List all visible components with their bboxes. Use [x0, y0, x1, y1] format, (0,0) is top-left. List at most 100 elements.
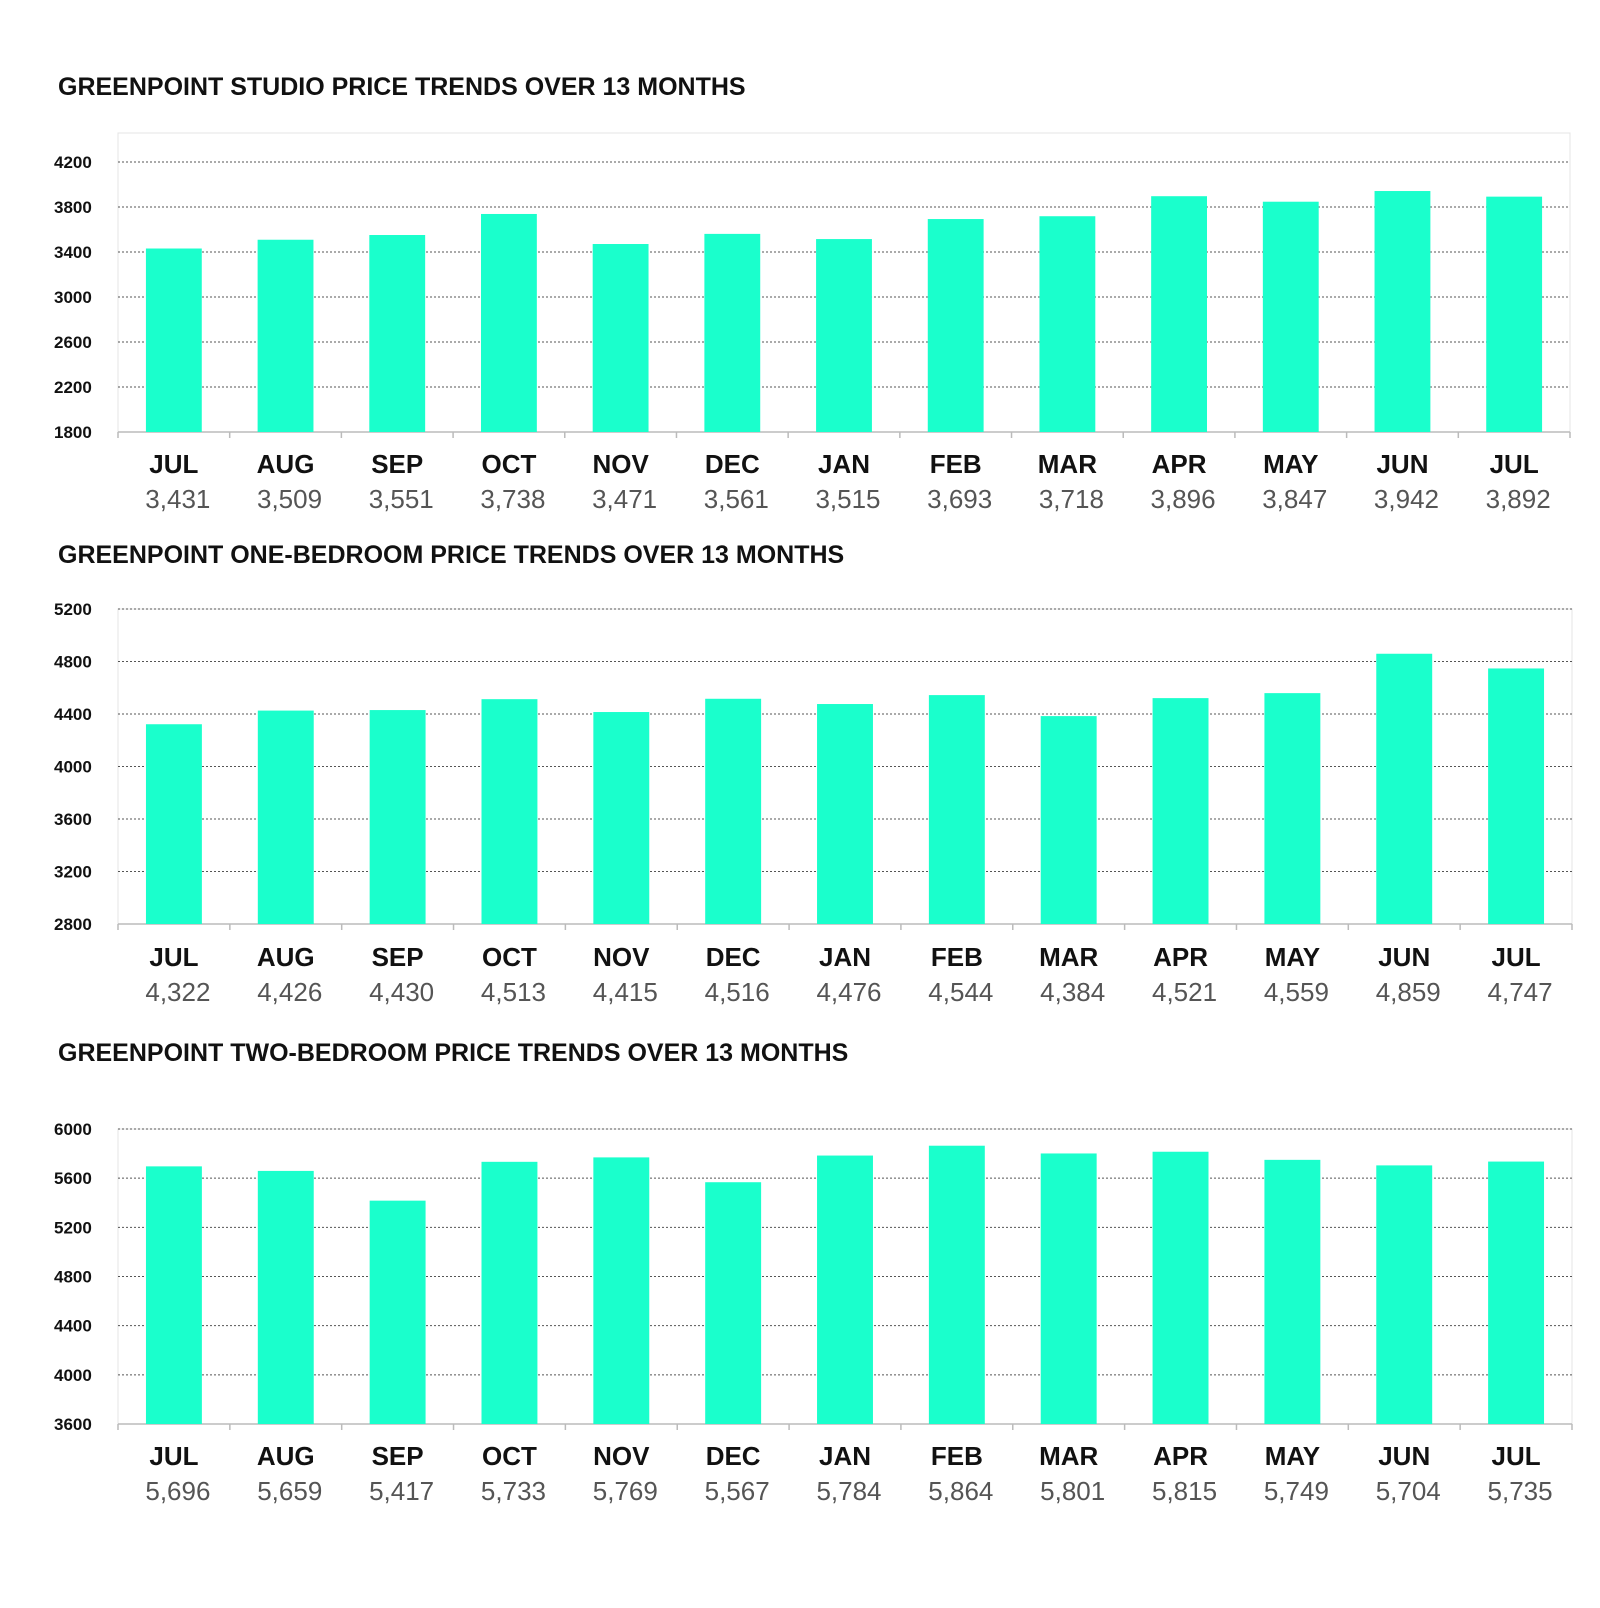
y-tick-label: 3600	[54, 810, 92, 829]
value-label: 4,513	[481, 977, 546, 1007]
value-label: 4,516	[705, 977, 770, 1007]
two-bedroom-chart-panel: GREENPOINT TWO-BEDROOM PRICE TRENDS OVER…	[0, 1039, 1600, 1539]
value-label: 5,567	[705, 1476, 770, 1506]
category-label: MAY	[1263, 449, 1318, 479]
category-label: SEP	[372, 942, 424, 972]
y-tick-label: 4800	[54, 1268, 92, 1287]
value-label: 3,551	[369, 484, 434, 514]
value-label: 5,704	[1376, 1476, 1441, 1506]
value-label: 5,784	[816, 1476, 881, 1506]
category-label: APR	[1152, 449, 1207, 479]
chart-title: GREENPOINT STUDIO PRICE TRENDS OVER 13 M…	[58, 73, 746, 101]
category-label: JUL	[149, 1441, 198, 1471]
bar	[816, 239, 872, 432]
y-tick-label: 6000	[54, 1120, 92, 1139]
value-label: 4,544	[928, 977, 993, 1007]
bar	[481, 1161, 538, 1424]
two-bedroom-bar-chart: 3600 4000 4400 4800 5200 5600 6000 JUL 5,696 AUG 5…	[54, 1120, 1573, 1506]
value-label: 5,749	[1264, 1476, 1329, 1506]
y-tick-label: 1800	[54, 423, 92, 442]
value-label: 4,559	[1264, 977, 1329, 1007]
category-label: FEB	[930, 449, 982, 479]
category-label: FEB	[931, 942, 983, 972]
bar	[593, 712, 650, 924]
y-tick-label: 2800	[54, 915, 92, 934]
studio-bar-chart: 1800 2200 2600 3000 3400 3800 4200 JUL 3,431 AUG 3…	[54, 132, 1571, 514]
y-tick-label: 2600	[54, 333, 92, 352]
category-label: DEC	[706, 1441, 761, 1471]
y-tick-label: 3200	[54, 863, 92, 882]
bar	[1262, 201, 1319, 432]
y-tick-label: 4200	[54, 153, 92, 172]
category-label: JUL	[1492, 942, 1541, 972]
category-label: MAY	[1265, 1441, 1320, 1471]
category-label: JUL	[149, 942, 198, 972]
category-label: NOV	[592, 449, 649, 479]
value-label: 5,735	[1488, 1476, 1553, 1506]
chart-title: GREENPOINT TWO-BEDROOM PRICE TRENDS OVER…	[58, 1039, 849, 1067]
category-label: APR	[1153, 942, 1208, 972]
bar	[928, 695, 985, 924]
value-label: 4,859	[1376, 977, 1441, 1007]
category-label: JUN	[1378, 1441, 1430, 1471]
category-label: AUG	[257, 942, 315, 972]
category-label: OCT	[482, 942, 537, 972]
category-label: SEP	[372, 1441, 424, 1471]
bar	[1152, 1151, 1209, 1424]
y-tick-label: 3000	[54, 288, 92, 307]
bar	[1152, 698, 1209, 924]
y-tick-label: 5200	[54, 1218, 92, 1237]
bar	[257, 1170, 314, 1424]
bar	[592, 244, 649, 432]
value-label: 5,659	[257, 1476, 322, 1506]
bar	[1040, 1153, 1097, 1424]
bar	[927, 219, 984, 432]
value-label: 5,801	[1040, 1476, 1105, 1506]
studio-chart-panel: GREENPOINT STUDIO PRICE TRENDS OVER 13 M…	[0, 73, 1600, 543]
y-tick-label: 4000	[54, 758, 92, 777]
category-label: OCT	[481, 449, 536, 479]
bar	[1264, 693, 1321, 924]
category-label: DEC	[705, 449, 760, 479]
category-label: MAR	[1039, 942, 1098, 972]
bar	[145, 1166, 202, 1424]
category-label: DEC	[706, 942, 761, 972]
value-label: 3,892	[1486, 484, 1551, 514]
category-label: FEB	[931, 1441, 983, 1471]
bar	[1039, 216, 1096, 432]
value-label: 3,509	[257, 484, 322, 514]
value-label: 5,696	[145, 1476, 210, 1506]
one-bedroom-chart-panel: GREENPOINT ONE-BEDROOM PRICE TRENDS OVER…	[0, 541, 1600, 1031]
y-tick-label: 4000	[54, 1366, 92, 1385]
bar	[257, 239, 314, 432]
y-tick-label: 3800	[54, 198, 92, 217]
category-label: NOV	[593, 942, 650, 972]
category-label: AUG	[257, 449, 315, 479]
category-label: JUL	[1490, 449, 1539, 479]
value-label: 4,384	[1040, 977, 1105, 1007]
bar	[705, 1182, 762, 1424]
category-label: SEP	[371, 449, 423, 479]
bar	[481, 213, 537, 432]
bar	[1040, 716, 1097, 924]
value-label: 4,476	[816, 977, 881, 1007]
bar	[257, 710, 314, 924]
category-label: AUG	[257, 1441, 315, 1471]
bar	[1151, 196, 1207, 432]
bar	[369, 710, 426, 924]
value-label: 3,693	[927, 484, 992, 514]
bar	[1376, 653, 1433, 924]
category-label: JUL	[1492, 1441, 1541, 1471]
category-label: NOV	[593, 1441, 650, 1471]
bar	[1376, 1165, 1433, 1424]
value-label: 4,521	[1152, 977, 1217, 1007]
y-tick-label: 3600	[54, 1415, 92, 1434]
category-label: APR	[1153, 1441, 1208, 1471]
bar	[1374, 191, 1431, 432]
bar	[593, 1157, 650, 1424]
category-label: JUL	[149, 449, 198, 479]
bar	[705, 698, 762, 924]
value-label: 3,738	[480, 484, 545, 514]
y-tick-label: 4400	[54, 1317, 92, 1336]
value-label: 3,847	[1262, 484, 1327, 514]
